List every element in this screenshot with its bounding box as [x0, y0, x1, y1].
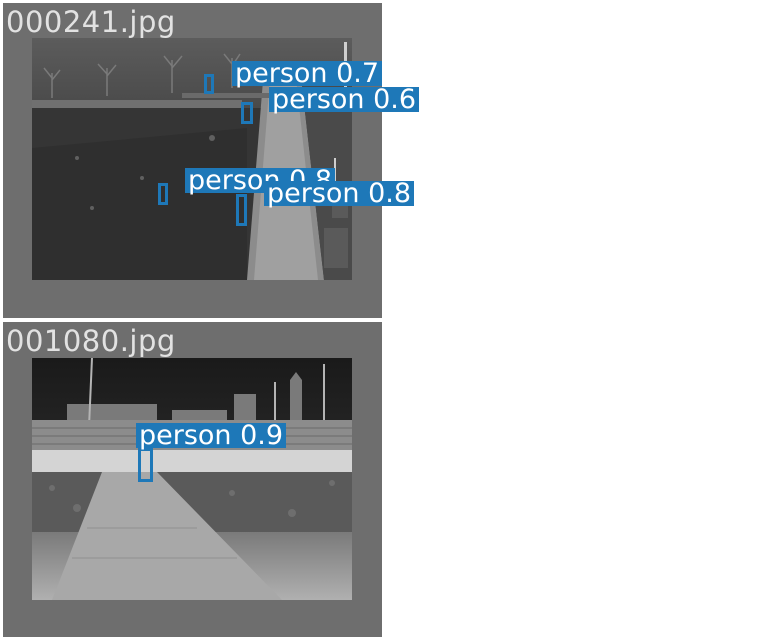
image-tile-1: 000241.jpg	[3, 3, 382, 318]
detection-box	[204, 74, 214, 94]
detection-box	[158, 183, 168, 205]
thermal-scene-walkway	[32, 358, 352, 600]
image-filename: 001080.jpg	[6, 324, 176, 358]
detection-label: person 0.6	[269, 86, 420, 113]
detection-box	[236, 194, 247, 226]
detection-label: person 0.7	[232, 60, 383, 87]
image-tile-2: 001080.jpg	[3, 322, 382, 637]
thermal-photo	[32, 358, 352, 600]
detection-label: person 0.9	[136, 422, 287, 449]
image-filename: 000241.jpg	[6, 5, 176, 39]
detection-box	[138, 448, 153, 482]
detection-label: person 0.8	[264, 180, 415, 207]
detection-box	[241, 102, 253, 124]
